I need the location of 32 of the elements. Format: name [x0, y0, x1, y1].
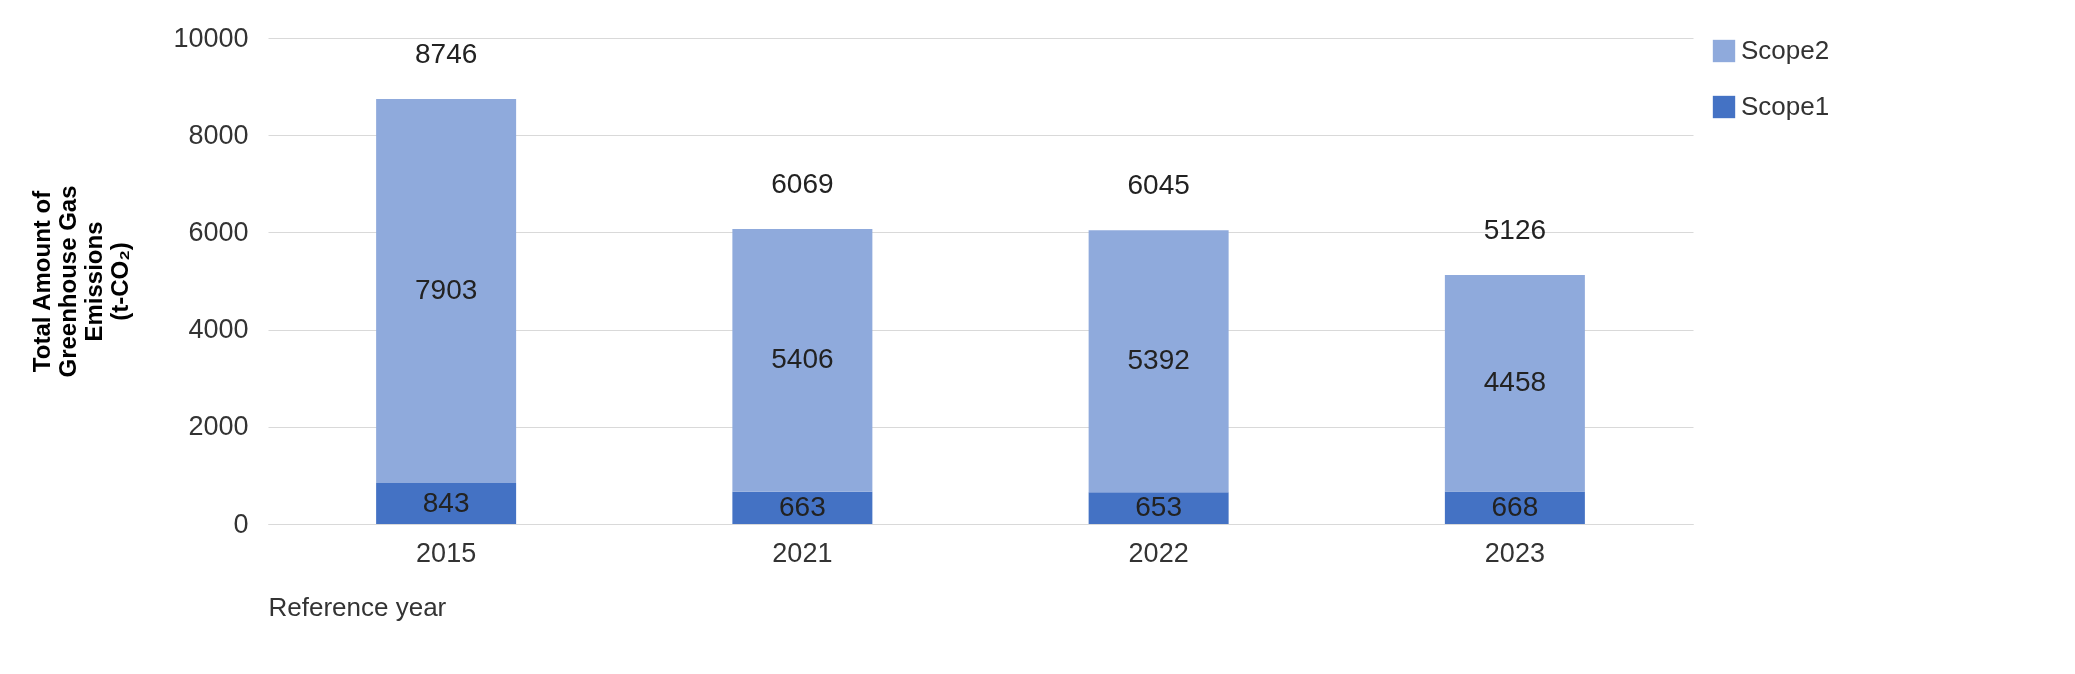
y-axis-title: Total Amount of Greenhouse Gas Emissions (t-CO₂)	[28, 185, 134, 378]
data-label: 7903	[414, 273, 478, 305]
bar	[376, 483, 517, 524]
legend-label: Scope1	[1741, 91, 1830, 121]
data-label: 653	[1135, 491, 1182, 523]
total-label: 6069	[771, 168, 834, 200]
data-label: 5406	[771, 343, 834, 375]
bar	[1088, 230, 1229, 493]
x-tick-label: 2021	[772, 537, 833, 568]
x-tick-label: 2022	[1128, 537, 1189, 568]
x-tick-label: 2023	[1484, 537, 1545, 568]
legend-label: Scope2	[1741, 35, 1830, 65]
total-label: 6045	[1127, 169, 1190, 201]
data-label: 663	[779, 490, 826, 522]
y-tick-label: 2000	[188, 411, 249, 442]
bar	[376, 98, 517, 484]
y-tick-label: 8000	[188, 119, 249, 150]
y-tick-label: 10000	[173, 22, 249, 53]
bar	[732, 229, 873, 492]
y-tick-label: 4000	[188, 314, 249, 345]
y-tick-label: 6000	[188, 216, 249, 247]
total-label: 8746	[414, 37, 478, 69]
total-label: 5126	[1483, 213, 1547, 245]
bar	[1444, 274, 1585, 492]
x-tick-label: 2015	[416, 537, 477, 568]
x-axis-title: Reference year	[268, 591, 447, 622]
data-label: 5392	[1127, 344, 1190, 376]
data-label: 4458	[1483, 366, 1547, 398]
bar	[1088, 492, 1229, 524]
data-label: 843	[422, 486, 470, 518]
data-label: 668	[1491, 490, 1539, 522]
y-tick-label: 0	[233, 508, 249, 539]
